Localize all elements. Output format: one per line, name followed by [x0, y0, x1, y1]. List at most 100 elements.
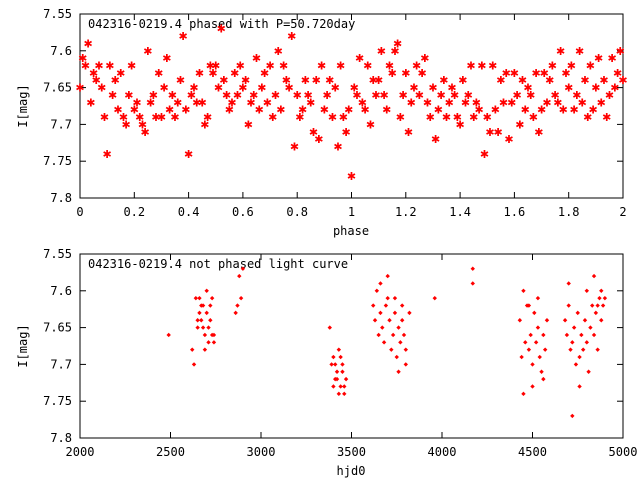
data-point: ✱ [485, 126, 494, 139]
data-point: ✱ [211, 60, 220, 73]
data-point: ✱ [119, 111, 128, 124]
data-point [394, 354, 399, 360]
data-point [374, 288, 380, 293]
x-tick-label: 0.6 [232, 205, 254, 219]
data-point [340, 369, 345, 374]
data-point: ✱ [409, 82, 418, 95]
x-axis-label: hjd0 [337, 464, 366, 478]
data-point [209, 332, 215, 338]
data-point: ✱ [575, 45, 584, 58]
data-point [526, 347, 532, 352]
data-point: ✱ [146, 96, 155, 109]
data-point [593, 310, 599, 316]
x-tick-label: 2 [619, 205, 626, 219]
data-point: ✱ [138, 118, 147, 131]
data-point [208, 303, 213, 308]
data-point: ✱ [236, 60, 245, 73]
data-point: ✱ [401, 67, 410, 80]
data-point [372, 318, 378, 323]
data-point [526, 303, 532, 308]
data-point [528, 332, 533, 338]
data-point: ✱ [580, 74, 589, 87]
data-point: ✱ [255, 104, 264, 117]
data-point: ✱ [127, 60, 136, 73]
data-point [343, 376, 349, 382]
data-point: ✱ [447, 82, 456, 95]
data-point: ✱ [295, 111, 304, 124]
data-point: ✱ [521, 104, 530, 117]
data-point: ✱ [170, 111, 179, 124]
data-point [327, 325, 332, 330]
data-point: ✱ [293, 89, 302, 102]
y-tick-label: 7.65 [43, 81, 72, 95]
x-tick-label: 2000 [66, 445, 95, 459]
data-point [195, 318, 200, 323]
data-point: ✱ [257, 82, 266, 95]
data-point: ✱ [382, 104, 391, 117]
data-point [577, 384, 582, 389]
data-point: ✱ [412, 60, 421, 73]
data-point [233, 310, 238, 316]
data-point: ✱ [303, 89, 312, 102]
data-point [206, 340, 211, 345]
x-tick-label: 1.6 [504, 205, 526, 219]
data-point [211, 340, 217, 345]
data-point [562, 318, 568, 323]
data-point: ✱ [135, 111, 144, 124]
data-point [570, 340, 575, 345]
data-point: ✱ [312, 74, 321, 87]
data-point [407, 310, 412, 316]
chart-panel-phased: 042316-0219.4 phased with P=50.720day ph… [16, 7, 628, 238]
data-point [392, 295, 398, 301]
y-tick-label: 7.7 [50, 117, 72, 131]
data-point [470, 266, 475, 271]
data-point: ✱ [469, 111, 478, 124]
data-point: ✱ [339, 111, 348, 124]
data-point: ✱ [203, 111, 212, 124]
data-point [542, 347, 548, 352]
data-point: ✱ [252, 52, 261, 65]
data-point [235, 303, 240, 308]
data-point: ✱ [366, 118, 375, 131]
data-point: ✱ [385, 60, 394, 73]
y-ticks: 7.55 7.6 7.65 7.7 7.75 7.8 [43, 7, 623, 205]
x-tick-label: 1.2 [395, 205, 417, 219]
x-tick-label: 3000 [247, 445, 276, 459]
data-point: ✱ [160, 82, 169, 95]
data-point [600, 303, 606, 308]
data-point: ✱ [564, 82, 573, 95]
data-point: ✱ [154, 67, 163, 80]
data-point [197, 310, 202, 316]
x-tick-label: 2500 [156, 445, 185, 459]
data-point [238, 295, 244, 301]
data-point: ✱ [301, 74, 310, 87]
data-point: ✱ [132, 96, 141, 109]
data-point: ✱ [176, 74, 185, 87]
data-point: ✱ [124, 89, 133, 102]
data-point: ✱ [613, 67, 622, 80]
data-point [204, 288, 209, 293]
data-point [584, 288, 589, 293]
data-point: ✱ [591, 82, 600, 95]
data-point [586, 369, 591, 374]
data-point: ✱ [491, 104, 500, 117]
data-point: ✱ [195, 67, 204, 80]
data-point [202, 347, 208, 352]
data-point: ✱ [377, 45, 386, 58]
data-point [541, 376, 546, 382]
data-point: ✱ [572, 89, 581, 102]
data-point: ✱ [428, 82, 437, 95]
y-tick-label: 7.6 [50, 44, 72, 58]
data-point: ✱ [494, 126, 503, 139]
y-tick-label: 7.75 [43, 154, 72, 168]
data-point [577, 354, 582, 360]
data-point [338, 384, 343, 389]
chart-title: 042316-0219.4 not phased light curve [88, 257, 348, 271]
data-point: ✱ [542, 96, 551, 109]
data-point: ✱ [553, 96, 562, 109]
data-point [532, 310, 537, 316]
data-point: ✱ [602, 111, 611, 124]
data-points: ✱✱✱✱✱✱✱✱✱✱✱✱✱✱✱✱✱✱✱✱✱✱✱✱✱✱✱✱✱✱✱✱✱✱✱✱✱✱✱✱… [75, 23, 627, 183]
data-point: ✱ [143, 45, 152, 58]
x-ticks: 0 0.2 0.4 0.6 0.8 1 1.2 1.4 1.6 1.8 2 [76, 14, 627, 219]
